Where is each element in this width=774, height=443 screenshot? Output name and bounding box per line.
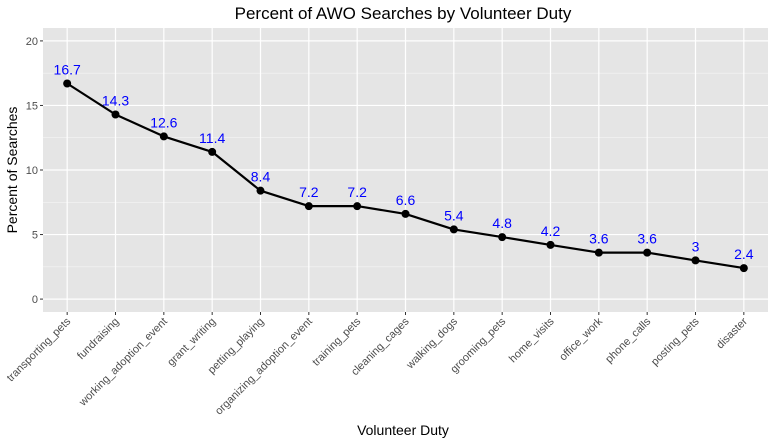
data-point (401, 209, 410, 218)
chart-title: Percent of AWO Searches by Volunteer Dut… (235, 4, 572, 23)
data-point (159, 132, 168, 141)
data-point (449, 225, 458, 234)
data-label: 4.8 (492, 215, 512, 231)
y-tick-label: 15 (26, 100, 38, 112)
y-tick-label: 10 (26, 165, 38, 177)
data-point (256, 186, 265, 195)
y-tick-label: 20 (26, 36, 38, 48)
major-gridlines (43, 28, 768, 312)
data-label: 8.4 (251, 169, 271, 185)
data-point (63, 79, 72, 88)
data-label: 14.3 (102, 92, 129, 108)
data-label: 5.4 (444, 207, 464, 223)
data-label: 3.6 (589, 231, 609, 247)
data-label: 2.4 (734, 246, 754, 262)
y-tick-label: 5 (32, 230, 38, 242)
data-label: 16.7 (54, 62, 81, 78)
data-point (353, 202, 362, 211)
y-tick-label: 0 (32, 294, 38, 306)
y-axis-title: Percent of Searches (4, 107, 20, 234)
data-label: 3.6 (637, 231, 657, 247)
data-point (739, 264, 748, 273)
data-labels: 16.7 14.3 12.6 11.4 8.4 7.2 7.2 6.6 5.4 4.8 4.2 3.6… (54, 62, 754, 263)
data-point (691, 256, 700, 265)
data-point (304, 202, 313, 211)
data-label: 3 (692, 238, 700, 254)
y-axis: 0 5 10 15 20 (26, 36, 43, 306)
data-point (643, 248, 652, 257)
data-point (498, 233, 507, 242)
data-label: 7.2 (299, 184, 319, 200)
data-point (594, 248, 603, 257)
data-label: 12.6 (150, 114, 177, 130)
x-axis-title: Volunteer Duty (357, 422, 449, 438)
data-label: 4.2 (541, 223, 561, 239)
data-label: 11.4 (199, 130, 225, 146)
data-points (63, 79, 748, 273)
data-point (111, 110, 120, 119)
data-label: 7.2 (347, 184, 367, 200)
data-label: 6.6 (396, 192, 416, 208)
data-point (546, 240, 555, 249)
data-point (208, 147, 217, 156)
